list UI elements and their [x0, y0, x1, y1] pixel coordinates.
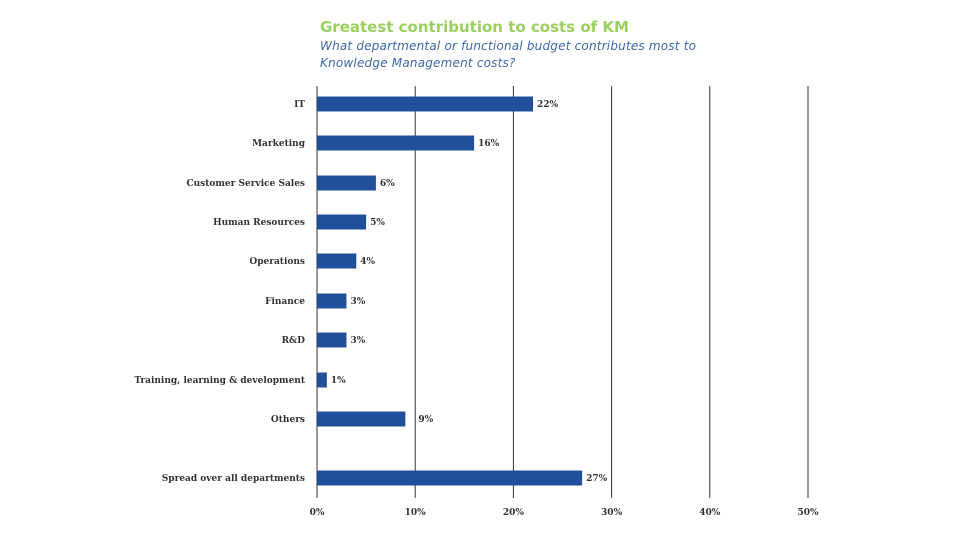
- bar: [317, 96, 534, 112]
- category-label: Spread over all departments: [162, 474, 305, 484]
- category-label: Human Resources: [213, 218, 305, 228]
- bar: [317, 253, 357, 269]
- category-label: Operations: [249, 257, 305, 267]
- bar: [317, 293, 347, 309]
- data-label: 3%: [350, 297, 365, 307]
- x-tick-label: 0%: [310, 508, 325, 518]
- x-tick-label: 20%: [503, 508, 525, 518]
- x-tick-label: 10%: [405, 508, 427, 518]
- data-label: 6%: [380, 179, 395, 189]
- category-label: Training, learning & development: [134, 376, 305, 386]
- x-tick-label: 40%: [699, 508, 721, 518]
- x-tick-label: 30%: [601, 508, 623, 518]
- data-label: 22%: [537, 100, 559, 110]
- category-label: R&D: [282, 336, 306, 346]
- bar: [317, 332, 347, 348]
- bar: [317, 214, 367, 230]
- data-label: 16%: [478, 139, 500, 149]
- data-label: 4%: [360, 257, 375, 267]
- data-label: 1%: [331, 376, 346, 386]
- data-label: 9%: [418, 415, 433, 425]
- chart-title: Greatest contribution to costs of KM: [320, 18, 629, 36]
- bar: [317, 135, 475, 151]
- bar: [317, 372, 327, 388]
- chart-subtitle: What departmental or functional budget c…: [320, 39, 697, 70]
- bar: [317, 470, 583, 486]
- x-tick-label: 50%: [797, 508, 819, 518]
- bar: [317, 175, 376, 191]
- data-label: 27%: [586, 474, 608, 484]
- category-label: Customer Service Sales: [186, 179, 305, 189]
- category-label: IT: [294, 100, 305, 110]
- bar: [317, 411, 406, 427]
- category-label: Finance: [265, 297, 305, 307]
- category-label: Marketing: [252, 139, 306, 149]
- data-label: 5%: [370, 218, 385, 228]
- data-label: 3%: [350, 336, 365, 346]
- category-label: Others: [271, 415, 305, 425]
